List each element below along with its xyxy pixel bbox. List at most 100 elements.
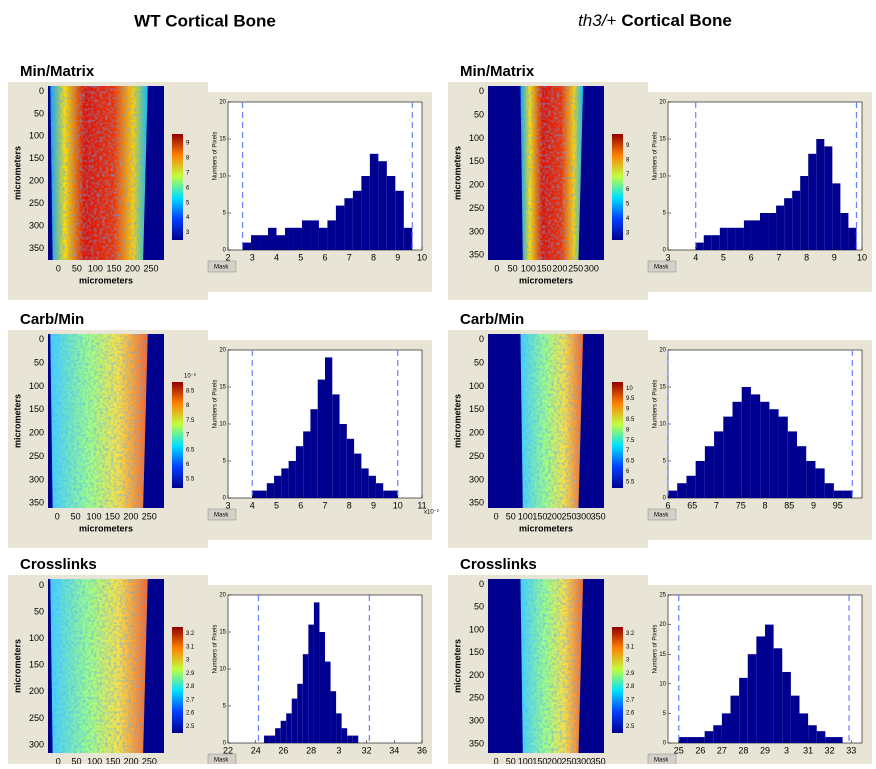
y-tick-label: 0 — [663, 741, 667, 747]
histogram-bar — [395, 190, 404, 250]
histogram-bar — [776, 205, 785, 250]
y-tick-label: 20 — [659, 348, 666, 354]
histogram-bar — [800, 176, 809, 250]
histogram-bar — [695, 242, 704, 250]
x-tick-label: 250 — [562, 511, 577, 521]
x-tick-label: 32 — [362, 745, 372, 755]
x-axis-label: micrometers — [519, 275, 573, 285]
x-tick-label: 100 — [518, 511, 533, 521]
y-tick-label: 0 — [663, 496, 667, 502]
histogram-bar — [797, 446, 807, 498]
colorbar-tick-label: 2.6 — [186, 711, 195, 717]
y-axis-label: micrometers — [452, 146, 462, 200]
histogram-bar — [301, 220, 311, 250]
histogram-bar — [303, 431, 311, 498]
x-tick-label: 350 — [591, 511, 606, 521]
y-tick-label: 350 — [469, 738, 484, 748]
x-tick-label: 24 — [251, 745, 261, 755]
x-tick-label: 27 — [717, 745, 727, 755]
y-tick-label: 20 — [659, 622, 666, 628]
y-tick-label: 300 — [29, 221, 44, 231]
y-tick-label: 200 — [469, 670, 484, 680]
x-tick-label: 4 — [250, 500, 255, 510]
colorbar-tick-label: 7 — [186, 433, 190, 439]
histogram-bar — [723, 416, 733, 498]
y-tick-label: 100 — [469, 381, 484, 391]
y-tick-label: 15 — [219, 137, 226, 143]
colorbar-tick-label: 8 — [626, 427, 630, 433]
y-tick-label: 250 — [469, 693, 484, 703]
histogram-bar — [281, 468, 289, 498]
y-tick-label: 15 — [659, 652, 666, 658]
hist-y-label: Numbers of Pixels — [213, 132, 219, 181]
colorbar-tick-label: 7.5 — [626, 438, 635, 444]
colorbar-tick-label: 8 — [626, 158, 630, 164]
y-tick-label: 10 — [219, 667, 226, 673]
colorbar-tick-label: 3.1 — [626, 644, 635, 650]
y-tick-label: 50 — [34, 108, 44, 118]
y-tick-label: 50 — [34, 606, 44, 616]
x-tick-label: 50 — [508, 263, 518, 273]
y-tick-label: 15 — [219, 630, 226, 636]
mask-button-label: Mask — [654, 513, 669, 519]
histogram-bar — [268, 227, 277, 250]
y-tick-label: 200 — [29, 176, 44, 186]
panel-label: Crosslinks — [20, 556, 97, 573]
colorbar-tick-label: 2.8 — [186, 684, 195, 690]
y-tick-label: 100 — [469, 133, 484, 143]
x-tick-label: 100 — [518, 756, 533, 764]
x-tick-label: 3 — [336, 745, 341, 755]
y-tick-label: 250 — [469, 451, 484, 461]
x-tick-label: 75 — [736, 500, 746, 510]
histogram-bar — [297, 683, 303, 743]
y-tick-label: 200 — [469, 428, 484, 438]
x-tick-label: 9 — [811, 500, 816, 510]
x-tick-label: 150 — [106, 263, 121, 273]
histogram-bar — [259, 490, 267, 498]
heatmap-texture — [520, 334, 584, 508]
histogram-bar — [295, 446, 304, 498]
y-tick-label: 10 — [219, 422, 226, 428]
x-tick-label: 250 — [568, 263, 583, 273]
colorbar-tick-label: 6 — [186, 185, 190, 191]
panel-label: Crosslinks — [460, 556, 537, 573]
y-tick-label: 300 — [469, 715, 484, 725]
histogram-bar — [799, 713, 809, 743]
x-tick-label: 2 — [225, 252, 230, 262]
histogram-bar — [677, 483, 687, 498]
y-tick-label: 150 — [469, 647, 484, 657]
x-tick-label: 200 — [547, 756, 562, 764]
histogram-bar — [773, 648, 783, 743]
x-axis-label: micrometers — [79, 275, 133, 285]
y-tick-label: 0 — [663, 248, 667, 254]
x-tick-label: 8 — [371, 252, 376, 262]
x-tick-label: 0 — [494, 263, 499, 273]
y-tick-label: 350 — [469, 250, 484, 260]
panel-label: Min/Matrix — [460, 63, 535, 80]
mask-button — [207, 260, 237, 273]
histogram-bar — [264, 735, 270, 743]
x-tick-label: 200 — [124, 756, 139, 764]
heatmap-texture — [520, 579, 584, 753]
column-title: th3/+ Cortical Bone — [578, 11, 732, 30]
x-tick-label: 11 — [417, 500, 426, 510]
x-tick-label: 3 — [250, 252, 255, 262]
histogram-bar — [293, 227, 302, 250]
histogram-bar — [344, 198, 353, 250]
histogram-bar — [336, 713, 342, 743]
x-tick-label: 26 — [278, 745, 288, 755]
colorbar-tick-label: 6 — [626, 187, 630, 193]
y-tick-label: 15 — [659, 137, 666, 143]
x-tick-label: 3 — [225, 500, 230, 510]
histogram-bar — [347, 735, 353, 743]
x-tick-label: 36 — [417, 745, 427, 755]
x-tick-label: 0 — [494, 756, 499, 764]
mask-button — [207, 508, 237, 521]
y-tick-label: 0 — [223, 741, 227, 747]
x-tick-label: 29 — [760, 745, 770, 755]
histogram-bar — [695, 461, 705, 498]
x-tick-label: 8 — [347, 500, 352, 510]
colorbar — [612, 134, 623, 240]
y-tick-label: 25 — [659, 593, 666, 599]
histogram-bar — [719, 227, 728, 250]
